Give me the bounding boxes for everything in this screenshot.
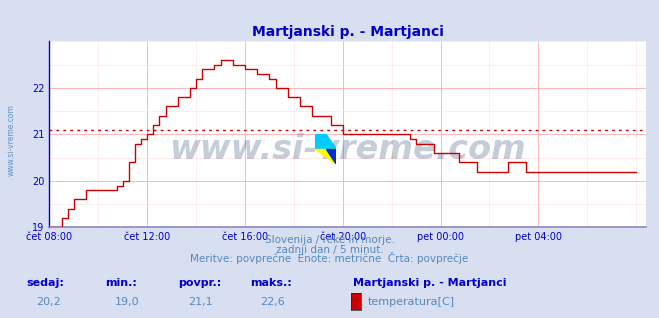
Text: Slovenija / reke in morje.: Slovenija / reke in morje.: [264, 235, 395, 245]
Title: Martjanski p. - Martjanci: Martjanski p. - Martjanci: [252, 25, 444, 39]
Text: Martjanski p. - Martjanci: Martjanski p. - Martjanci: [353, 278, 506, 288]
Text: www.si-vreme.com: www.si-vreme.com: [169, 133, 526, 166]
Text: 21,1: 21,1: [188, 297, 212, 307]
Text: 20,2: 20,2: [36, 297, 61, 307]
Polygon shape: [315, 134, 336, 149]
Text: min.:: min.:: [105, 278, 137, 288]
Text: sedaj:: sedaj:: [26, 278, 64, 288]
Text: povpr.:: povpr.:: [178, 278, 221, 288]
Text: Meritve: povprečne  Enote: metrične  Črta: povprečje: Meritve: povprečne Enote: metrične Črta:…: [190, 252, 469, 264]
Polygon shape: [315, 149, 336, 164]
Text: maks.:: maks.:: [250, 278, 292, 288]
Text: zadnji dan / 5 minut.: zadnji dan / 5 minut.: [275, 245, 384, 255]
Text: temperatura[C]: temperatura[C]: [368, 297, 455, 307]
Text: 22,6: 22,6: [260, 297, 285, 307]
Polygon shape: [326, 149, 336, 164]
Text: www.si-vreme.com: www.si-vreme.com: [7, 104, 16, 176]
Text: 19,0: 19,0: [115, 297, 140, 307]
